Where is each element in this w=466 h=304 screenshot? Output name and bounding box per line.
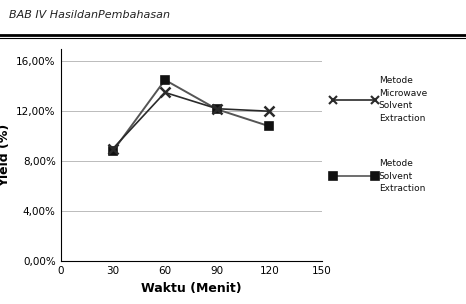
X-axis label: Waktu (Menit): Waktu (Menit): [141, 282, 241, 295]
Text: Metode
Microwave
Solvent
Extraction: Metode Microwave Solvent Extraction: [379, 77, 427, 123]
Text: BAB IV HasildanPembahasan: BAB IV HasildanPembahasan: [9, 10, 170, 20]
Y-axis label: Yield (%): Yield (%): [0, 123, 11, 187]
Text: Metode
Solvent
Extraction: Metode Solvent Extraction: [379, 159, 425, 193]
